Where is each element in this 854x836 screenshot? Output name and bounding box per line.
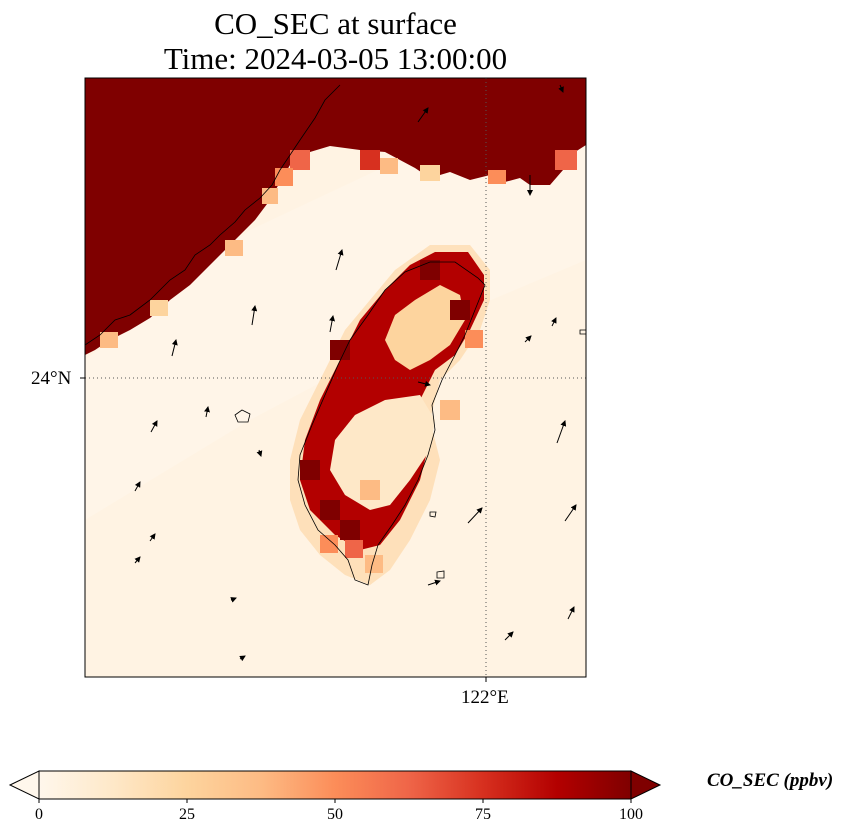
wind-vectors <box>134 84 577 662</box>
colorbar-tick-label: 100 <box>619 806 643 823</box>
colorbar-gradient <box>39 771 631 799</box>
map-title-line-2: Time: 2024-03-05 13:00:00 <box>163 41 508 76</box>
map-title-line-1: CO_SEC at surface <box>214 6 457 41</box>
orchid-island <box>436 570 445 579</box>
lat-tick-label: 24°N <box>31 368 72 389</box>
mainland-coastline <box>85 84 341 346</box>
colorbar-extend-max <box>630 770 662 800</box>
mainland-high-co <box>85 78 586 355</box>
colorbar-units-label: CO_SEC (ppbv) <box>707 770 834 791</box>
penghu-island <box>234 409 251 423</box>
colorbar-tick-label: 0 <box>35 806 43 823</box>
colorbar-tick-label: 50 <box>327 806 343 823</box>
plume-band <box>85 140 586 520</box>
colorbar <box>8 770 662 803</box>
colorbar-extend-min <box>8 770 40 800</box>
yonaguni-island <box>579 329 586 335</box>
taiwan-concentration-cells <box>290 245 490 585</box>
colorbar-ticks <box>38 799 632 803</box>
map-figure <box>80 77 587 682</box>
colorbar-tick-label: 25 <box>179 806 195 823</box>
coastal-fringe-cells <box>100 150 577 348</box>
taiwan-coastline <box>297 261 486 586</box>
lon-tick-label: 122°E <box>461 687 509 708</box>
colorbar-tick-label: 75 <box>475 806 491 823</box>
green-island <box>429 511 437 518</box>
